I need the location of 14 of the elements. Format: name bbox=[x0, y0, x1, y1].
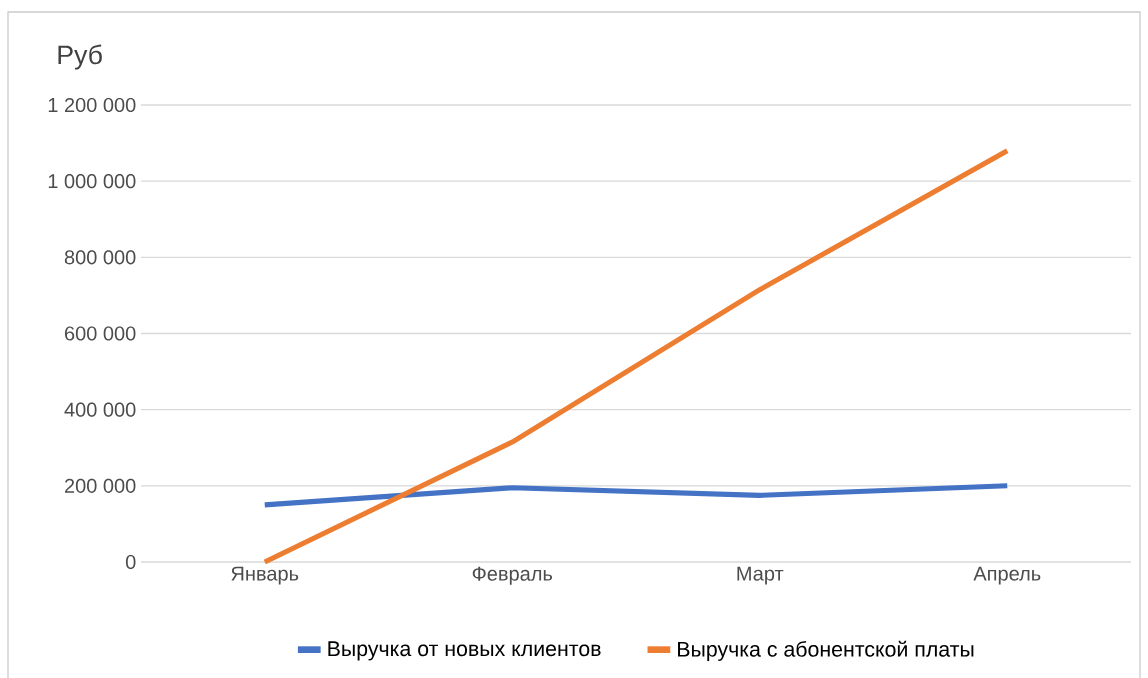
y-tick-label: 200 000 bbox=[65, 478, 136, 493]
x-tick-label: Январь bbox=[231, 566, 299, 585]
legend-label: Выручка от новых клиентов bbox=[328, 641, 601, 661]
y-tick-label: 0 bbox=[125, 554, 136, 570]
y-tick-label: 600 000 bbox=[65, 326, 136, 341]
x-tick-label: Март bbox=[737, 566, 784, 585]
y-tick-label: 1 000 000 bbox=[48, 174, 136, 189]
y-tick-label: 400 000 bbox=[64, 402, 136, 417]
y-axis-title: Руб bbox=[58, 44, 102, 70]
x-tick-label: Февраль bbox=[472, 566, 553, 585]
legend-label: Выручка с абонентской платы bbox=[678, 640, 974, 661]
y-tick-label: 1 200 000 bbox=[48, 97, 136, 113]
y-tick-label: 800 000 bbox=[64, 250, 136, 265]
x-tick-label: Апрель bbox=[973, 566, 1041, 585]
